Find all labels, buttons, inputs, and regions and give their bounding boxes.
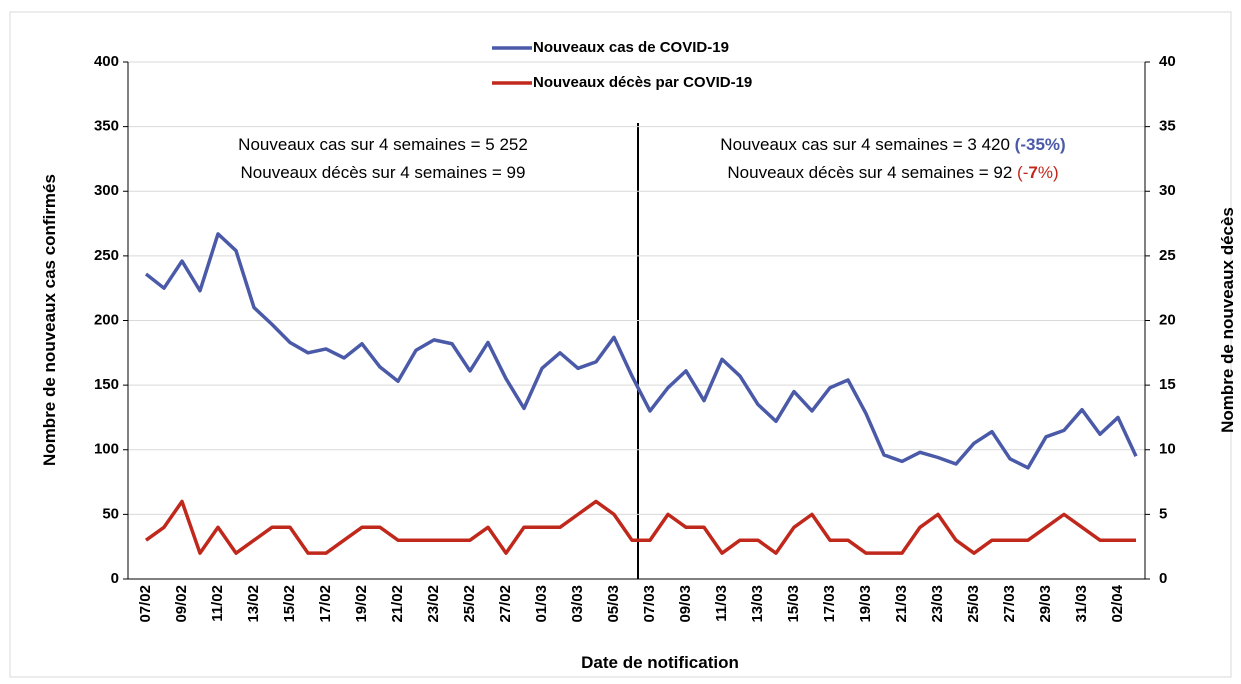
x-tick-label: 13/02: [245, 585, 262, 623]
y2-tick-label: 15: [1159, 376, 1176, 393]
y-tick-label: 0: [111, 570, 119, 587]
legend-label: Nouveaux décès par COVID-19: [533, 74, 752, 91]
y-tick-label: 300: [94, 182, 119, 199]
x-tick-label: 27/02: [497, 585, 514, 623]
x-tick-label: 15/03: [785, 585, 802, 623]
y-tick-label: 100: [94, 441, 119, 458]
y-tick-label: 50: [102, 505, 119, 522]
y2-tick-label: 20: [1159, 311, 1176, 328]
x-tick-label: 07/02: [137, 585, 154, 623]
x-tick-label: 23/03: [929, 585, 946, 623]
x-tick-label: 09/02: [173, 585, 190, 623]
annotation: Nouveaux cas sur 4 semaines = 5 252: [238, 135, 528, 154]
y2-axis-label: Nombre de nouveaux décès: [1218, 207, 1237, 433]
x-tick-label: 02/04: [1109, 584, 1126, 622]
annotation: Nouveaux cas sur 4 semaines = 3 420 (-35…: [720, 135, 1065, 154]
y-tick-label: 150: [94, 376, 119, 393]
y-axis-label: Nombre de nouveaux cas confirmés: [40, 174, 59, 466]
x-tick-label: 13/03: [749, 585, 766, 623]
x-tick-label: 19/03: [857, 585, 874, 623]
x-tick-label: 25/03: [965, 585, 982, 623]
x-tick-label: 05/03: [605, 585, 622, 623]
y2-tick-label: 5: [1159, 505, 1167, 522]
y2-tick-label: 40: [1159, 53, 1176, 70]
y2-tick-label: 0: [1159, 570, 1167, 587]
annotation-part: (-35%): [1015, 135, 1066, 154]
x-tick-label: 19/02: [353, 585, 370, 623]
x-tick-label: 15/02: [281, 585, 298, 623]
y-tick-label: 400: [94, 53, 119, 70]
annotation-part: 7: [1028, 163, 1037, 182]
annotation-part: Nouveaux cas sur 4 semaines = 3 420: [720, 135, 1014, 154]
annotation-part: Nouveaux cas sur 4 semaines = 5 252: [238, 135, 528, 154]
series-line: [144, 232, 1138, 470]
legend-label: Nouveaux cas de COVID-19: [533, 39, 729, 56]
y2-tick-label: 30: [1159, 182, 1176, 199]
y2-tick-label: 35: [1159, 118, 1176, 135]
y-tick-label: 200: [94, 311, 119, 328]
x-tick-label: 27/03: [1001, 585, 1018, 623]
chart-frame: [9, 11, 1232, 678]
x-tick-label: 29/03: [1037, 585, 1054, 623]
series-line: [144, 499, 1136, 555]
y2-tick-label: 10: [1159, 441, 1176, 458]
annotation: Nouveaux décès sur 4 semaines = 92 (-7%): [727, 163, 1058, 182]
x-tick-label: 17/02: [317, 585, 334, 623]
x-tick-label: 25/02: [461, 585, 478, 623]
annotation-part: %): [1038, 163, 1059, 182]
y-tick-label: 250: [94, 247, 119, 264]
x-axis-label: Date de notification: [581, 653, 739, 672]
x-tick-label: 21/02: [389, 585, 406, 623]
x-tick-label: 07/03: [641, 585, 658, 623]
x-tick-label: 17/03: [821, 585, 838, 623]
y2-tick-label: 25: [1159, 247, 1176, 264]
x-tick-label: 11/02: [209, 585, 226, 622]
annotation: Nouveaux décès sur 4 semaines = 99: [241, 163, 526, 182]
annotation-part: Nouveaux décès sur 4 semaines = 92: [727, 163, 1017, 182]
x-tick-label: 01/03: [533, 585, 550, 623]
annotation-part: (-: [1017, 163, 1028, 182]
x-tick-label: 03/03: [569, 585, 586, 623]
x-tick-label: 23/02: [425, 585, 442, 623]
annotation-part: Nouveaux décès sur 4 semaines = 99: [241, 163, 526, 182]
x-tick-label: 31/03: [1073, 585, 1090, 623]
x-tick-label: 21/03: [893, 585, 910, 623]
y-tick-label: 350: [94, 118, 119, 135]
x-tick-label: 09/03: [677, 585, 694, 623]
x-tick-label: 11/03: [713, 585, 730, 622]
